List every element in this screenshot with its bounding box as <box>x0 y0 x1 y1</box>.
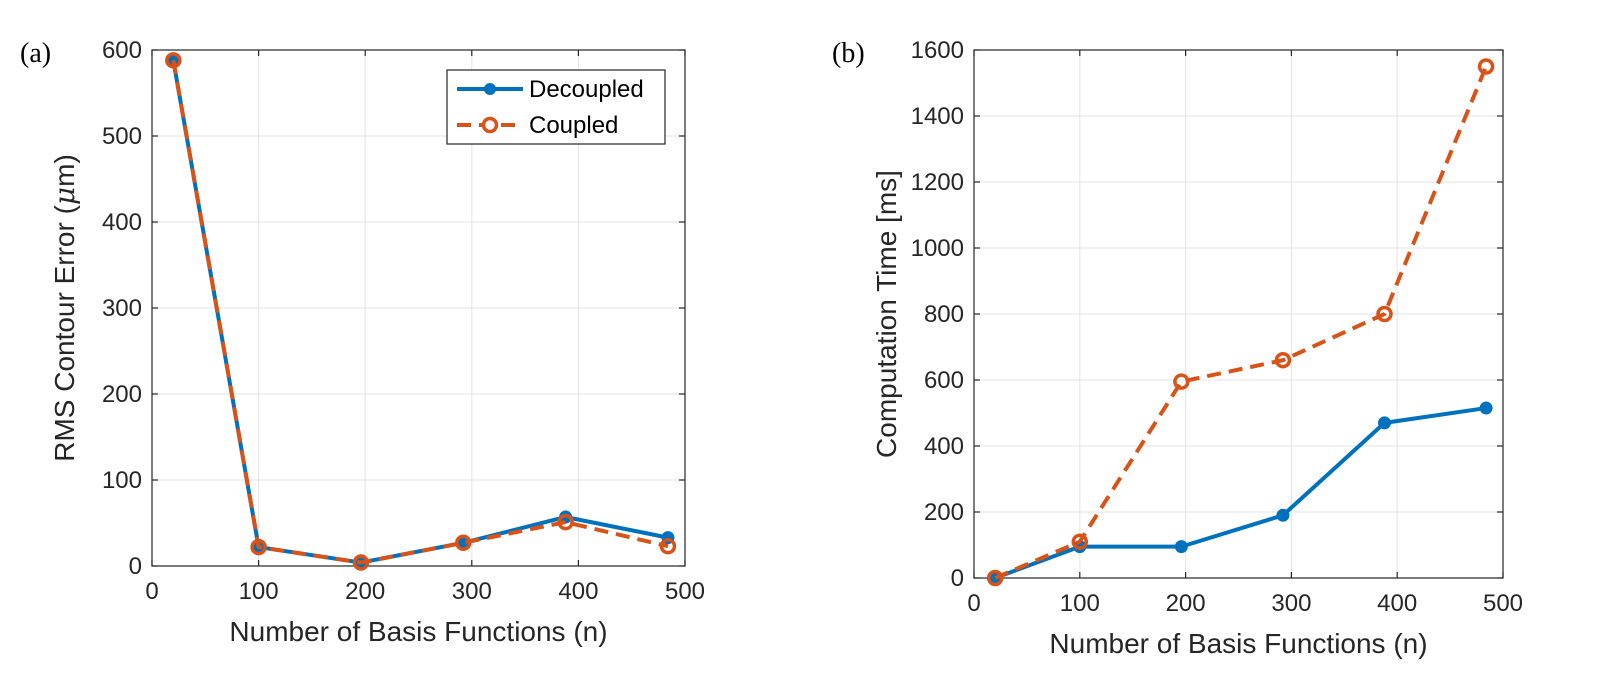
y-axis-label: Computation Time [ms] <box>871 170 902 458</box>
data-point-decoupled <box>1276 508 1290 522</box>
data-point-decoupled <box>1174 540 1188 554</box>
data-point-coupled <box>1274 351 1292 369</box>
data-point-coupled <box>659 537 677 555</box>
x-axis-label: Number of Basis Functions (n) <box>229 616 607 647</box>
legend-marker-coupled <box>481 116 499 134</box>
data-point-coupled <box>165 52 182 69</box>
y-tick-label: 300 <box>102 295 142 322</box>
data-point-coupled <box>1071 533 1089 550</box>
series-line-decoupled <box>994 406 1487 580</box>
y-tick-label: 0 <box>951 565 964 592</box>
x-tick-label: 500 <box>665 578 705 605</box>
y-tick-label: 200 <box>102 381 142 408</box>
axes-frame <box>973 49 1504 579</box>
data-point-coupled <box>352 554 370 571</box>
data-point-coupled <box>986 569 1004 587</box>
y-tick-label: 0 <box>129 553 142 580</box>
y-tick-label: 100 <box>102 467 142 494</box>
data-point-coupled <box>1477 58 1495 75</box>
y-tick-label: 1600 <box>911 37 964 64</box>
y-tick-label: 400 <box>102 209 142 236</box>
y-tick-label: 200 <box>924 499 964 526</box>
data-point-coupled <box>250 538 267 556</box>
panel-label: (a) <box>20 38 51 69</box>
x-tick-label: 200 <box>1166 590 1206 617</box>
x-tick-label: 100 <box>239 578 279 605</box>
y-axis-label-mu: μ <box>48 187 81 205</box>
x-tick-label: 300 <box>1271 590 1311 617</box>
legend-label-decoupled: Decoupled <box>529 76 644 103</box>
x-tick-label: 400 <box>558 578 598 605</box>
series-line-coupled <box>994 65 1488 580</box>
legend-box <box>446 69 666 145</box>
x-tick-label: 100 <box>1060 590 1100 617</box>
data-point-coupled <box>455 534 472 552</box>
panel-label: (b) <box>832 38 865 69</box>
y-tick-label: 1000 <box>911 235 964 262</box>
y-tick-label: 800 <box>924 301 964 328</box>
y-axis-label-part: m) <box>49 154 80 187</box>
y-tick-label: 400 <box>924 433 964 460</box>
data-point-decoupled <box>1378 416 1392 430</box>
y-tick-label: 500 <box>102 123 142 150</box>
data-point-decoupled <box>1479 401 1493 415</box>
data-point-coupled <box>1376 305 1393 323</box>
y-tick-label: 600 <box>102 37 142 64</box>
y-tick-label: 600 <box>924 367 964 394</box>
y-axis-label: RMS Contour Error (μm) <box>48 154 81 462</box>
x-tick-label: 200 <box>345 578 385 605</box>
y-tick-label: 1400 <box>911 103 964 130</box>
legend: Decoupled Coupled <box>446 69 666 145</box>
y-axis-label-part: RMS Contour Error ( <box>49 204 80 461</box>
x-tick-label: 500 <box>1483 590 1523 617</box>
x-tick-label: 0 <box>145 578 158 605</box>
x-tick-label: 300 <box>452 578 492 605</box>
data-point-coupled <box>557 513 574 531</box>
y-tick-label: 1200 <box>911 169 964 196</box>
chart-panel-b: (b) 0 100 200 300 400 500 0 200 400 600 800 1000 1200… <box>832 37 1523 659</box>
legend-label-coupled: Coupled <box>529 112 618 139</box>
data-point-coupled <box>1173 373 1190 390</box>
legend-marker-decoupled <box>484 83 496 95</box>
x-tick-label: 0 <box>967 590 980 617</box>
x-axis-label: Number of Basis Functions (n) <box>1049 628 1427 659</box>
x-tick-label: 400 <box>1377 590 1417 617</box>
series-line-coupled <box>171 59 669 565</box>
axes-frame <box>151 49 686 567</box>
chart-panel-a: (a) 0 100 200 300 400 500 0 100 200 300 400 500 600 Nu… <box>20 37 705 647</box>
